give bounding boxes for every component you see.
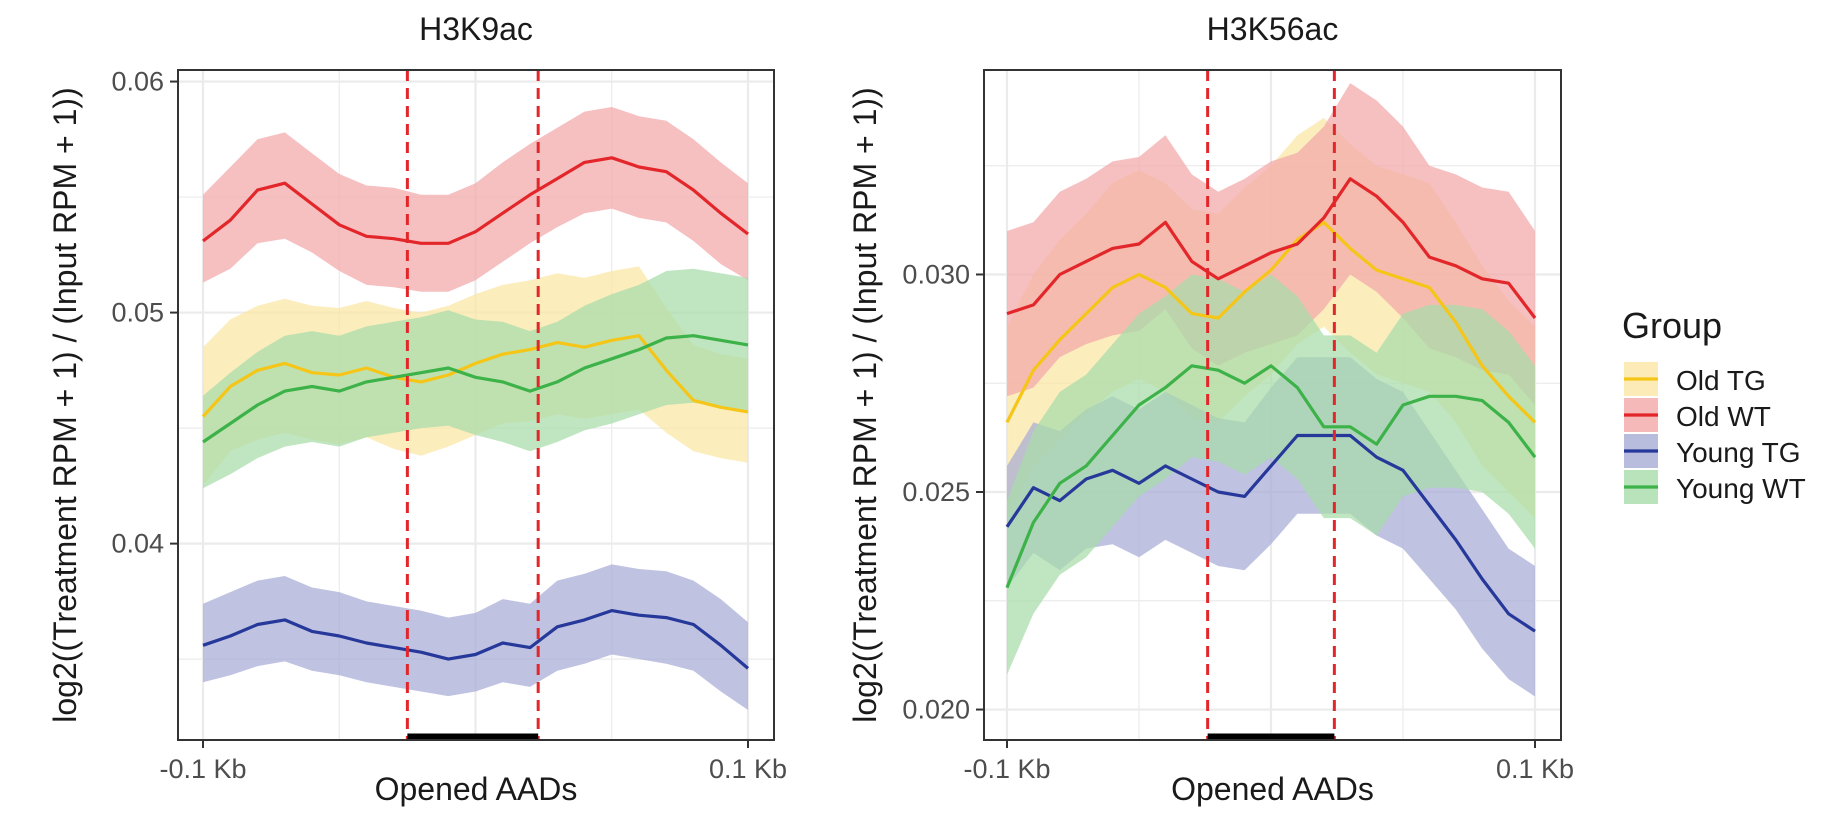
series-line-young-wt bbox=[202, 334, 749, 444]
legend-label: Young TG bbox=[1676, 437, 1801, 468]
x-tick-label: -0.1 Kb bbox=[963, 754, 1050, 784]
y-tick-label: 0.020 bbox=[902, 695, 970, 725]
legend-item-young-tg: Young TG bbox=[1624, 434, 1801, 468]
x-axis-title: Opened AADs bbox=[1171, 771, 1374, 807]
y-axis-title: log2((Treatment RPM + 1) / (Input RPM + … bbox=[47, 87, 83, 722]
y-tick-label: 0.06 bbox=[111, 67, 164, 97]
series-line-young-tg bbox=[202, 608, 750, 670]
legend-label: Old WT bbox=[1676, 401, 1771, 432]
y-tick-label: 0.05 bbox=[111, 298, 164, 328]
y-axis-title: log2((Treatment RPM + 1) / (Input RPM + … bbox=[847, 87, 883, 722]
series-line-old-wt bbox=[202, 156, 749, 245]
series-line-old-tg bbox=[1005, 220, 1537, 424]
legend: Group Old TG Old WT Young TG Young WT bbox=[1622, 305, 1806, 504]
ribbon-young-tg bbox=[203, 564, 748, 710]
ribbon-young-wt bbox=[1007, 274, 1535, 675]
panel-border bbox=[983, 69, 1562, 741]
x-tick-label: 0.1 Kb bbox=[709, 754, 787, 784]
legend-label: Old TG bbox=[1676, 365, 1766, 396]
legend-label: Young WT bbox=[1676, 473, 1806, 504]
panel-border bbox=[177, 69, 775, 741]
legend-item-young-wt: Young WT bbox=[1624, 470, 1806, 504]
chart-panel-h3k56ac: 0.020 0.025 0.030 -0.1 Kb 0.1 Kb H3K56ac Opene… bbox=[847, 11, 1574, 807]
series-line-young-wt bbox=[1005, 364, 1537, 589]
chart-panel-h3k9ac: 0.04 0.05 0.06 -0.1 Kb 0.1 Kb H3K9ac Opened AA… bbox=[47, 11, 787, 807]
x-tick-label: 0.1 Kb bbox=[1496, 754, 1574, 784]
legend-item-old-tg: Old TG bbox=[1624, 362, 1766, 396]
series-line-old-wt bbox=[1006, 177, 1537, 319]
panel-title: H3K56ac bbox=[1207, 11, 1339, 47]
y-tick-label: 0.030 bbox=[902, 259, 970, 289]
y-tick-label: 0.04 bbox=[111, 529, 164, 559]
y-tick-label: 0.025 bbox=[902, 477, 970, 507]
series-line-old-tg bbox=[201, 334, 749, 418]
series-line-young-tg bbox=[1005, 433, 1536, 633]
ribbon-old-wt bbox=[203, 107, 748, 292]
legend-item-old-wt: Old WT bbox=[1624, 398, 1771, 432]
x-tick-label: -0.1 Kb bbox=[159, 754, 246, 784]
x-axis-title: Opened AADs bbox=[375, 771, 578, 807]
panel-title: H3K9ac bbox=[419, 11, 533, 47]
legend-title: Group bbox=[1622, 305, 1722, 346]
